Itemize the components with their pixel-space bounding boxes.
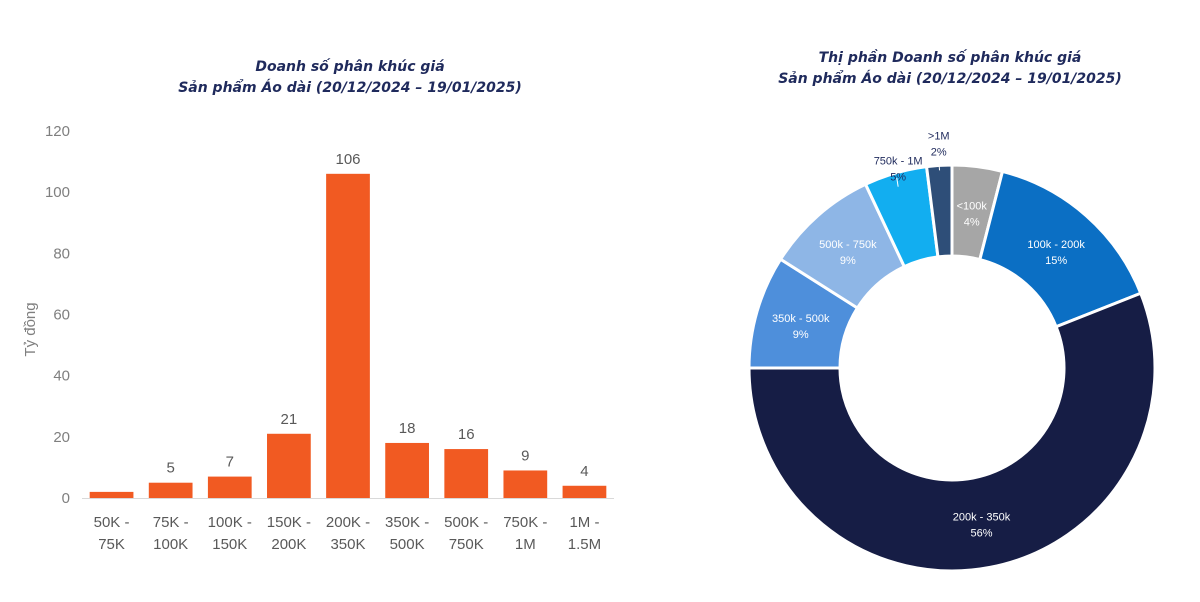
bar-value-label: 5 — [166, 460, 174, 477]
donut-slice-2 — [747, 291, 1157, 573]
donut-slice-label: <100k 4% — [957, 201, 988, 229]
y-tick-label: 40 — [53, 368, 70, 385]
bar-value-label: 106 — [335, 151, 360, 168]
donut-slice-6 — [924, 163, 954, 259]
bar-4 — [326, 173, 370, 499]
bar-3 — [267, 433, 311, 498]
bar-8 — [562, 485, 607, 498]
bar-value-label: 16 — [458, 426, 475, 443]
y-tick-label: 0 — [62, 490, 70, 507]
bar-chart-title: Doanh số phân khúc giá Sản phẩm Áo dài (… — [90, 57, 610, 99]
x-tick-label: 100K -150K — [208, 514, 252, 553]
donut-slice-label: 750k - 1M 5% — [874, 156, 923, 184]
donut-leader-line — [896, 177, 899, 187]
bar-chart-title-line1: Doanh số phân khúc giá — [255, 59, 445, 75]
bar-value-label: 21 — [281, 411, 298, 428]
donut-slice-label: 500k - 750k 9% — [819, 239, 877, 267]
donut-chart-panel: Thị phần Doanh số phân khúc giá Sản phẩm… — [700, 0, 1200, 597]
bar-7 — [503, 470, 548, 498]
bar-value-label: 9 — [521, 447, 529, 464]
bar-1 — [148, 482, 193, 498]
donut-chart-title-line2: Sản phẩm Áo dài (20/12/2024 – 19/01/2025… — [778, 71, 1122, 87]
x-tick-label: 350K -500K — [385, 514, 429, 553]
bar-5 — [385, 442, 429, 498]
donut-chart-title: Thị phần Doanh số phân khúc giá Sản phẩm… — [700, 48, 1200, 90]
donut-slice-label: 350k - 500k 9% — [772, 313, 830, 341]
bar-2 — [207, 476, 252, 498]
bar-chart: 0 20 40 60 80 100 120 Tỷ đồng 50K -75K 5 75K -100K… — [22, 123, 614, 553]
bar-value-label: 18 — [399, 420, 416, 437]
donut-slice-label: 200k - 350k 56% — [953, 512, 1011, 540]
y-tick-label: 120 — [45, 123, 70, 140]
x-tick-label: 750K -1M — [503, 514, 547, 553]
x-tick-label: 200K -350K — [326, 514, 370, 553]
bar-chart-title-line2: Sản phẩm Áo dài (20/12/2024 – 19/01/2025… — [178, 80, 522, 96]
y-axis-title: Tỷ đồng — [22, 302, 39, 356]
x-tick-label: 150K -200K — [267, 514, 311, 553]
x-tick-label: 75K -100K — [153, 514, 189, 553]
bar-chart-panel: Doanh số phân khúc giá Sản phẩm Áo dài (… — [22, 57, 614, 553]
y-tick-label: 60 — [53, 307, 70, 324]
donut-leader-line — [938, 161, 941, 171]
donut-chart: <100k 4% 100k - 200k 15% 200k - 350k 56% 350k … — [747, 130, 1157, 573]
y-tick-label: 80 — [53, 245, 70, 262]
x-tick-label: 1M -1.5M — [568, 514, 601, 553]
bar-6 — [444, 449, 489, 498]
bar-0 — [89, 491, 134, 498]
bar-value-label: 4 — [580, 463, 588, 480]
y-tick-label: 100 — [45, 184, 70, 201]
donut-chart-title-line1: Thị phần Doanh số phân khúc giá — [818, 50, 1082, 66]
donut-slice-label: 100k - 200k 15% — [1027, 239, 1085, 267]
y-tick-label: 20 — [53, 429, 70, 446]
donut-slice-1 — [978, 169, 1143, 329]
bar-value-label: 7 — [226, 454, 234, 471]
x-tick-label: 500K -750K — [444, 514, 488, 553]
x-tick-label: 50K -75K — [94, 514, 130, 553]
donut-slice-label: >1M 2% — [928, 130, 950, 158]
